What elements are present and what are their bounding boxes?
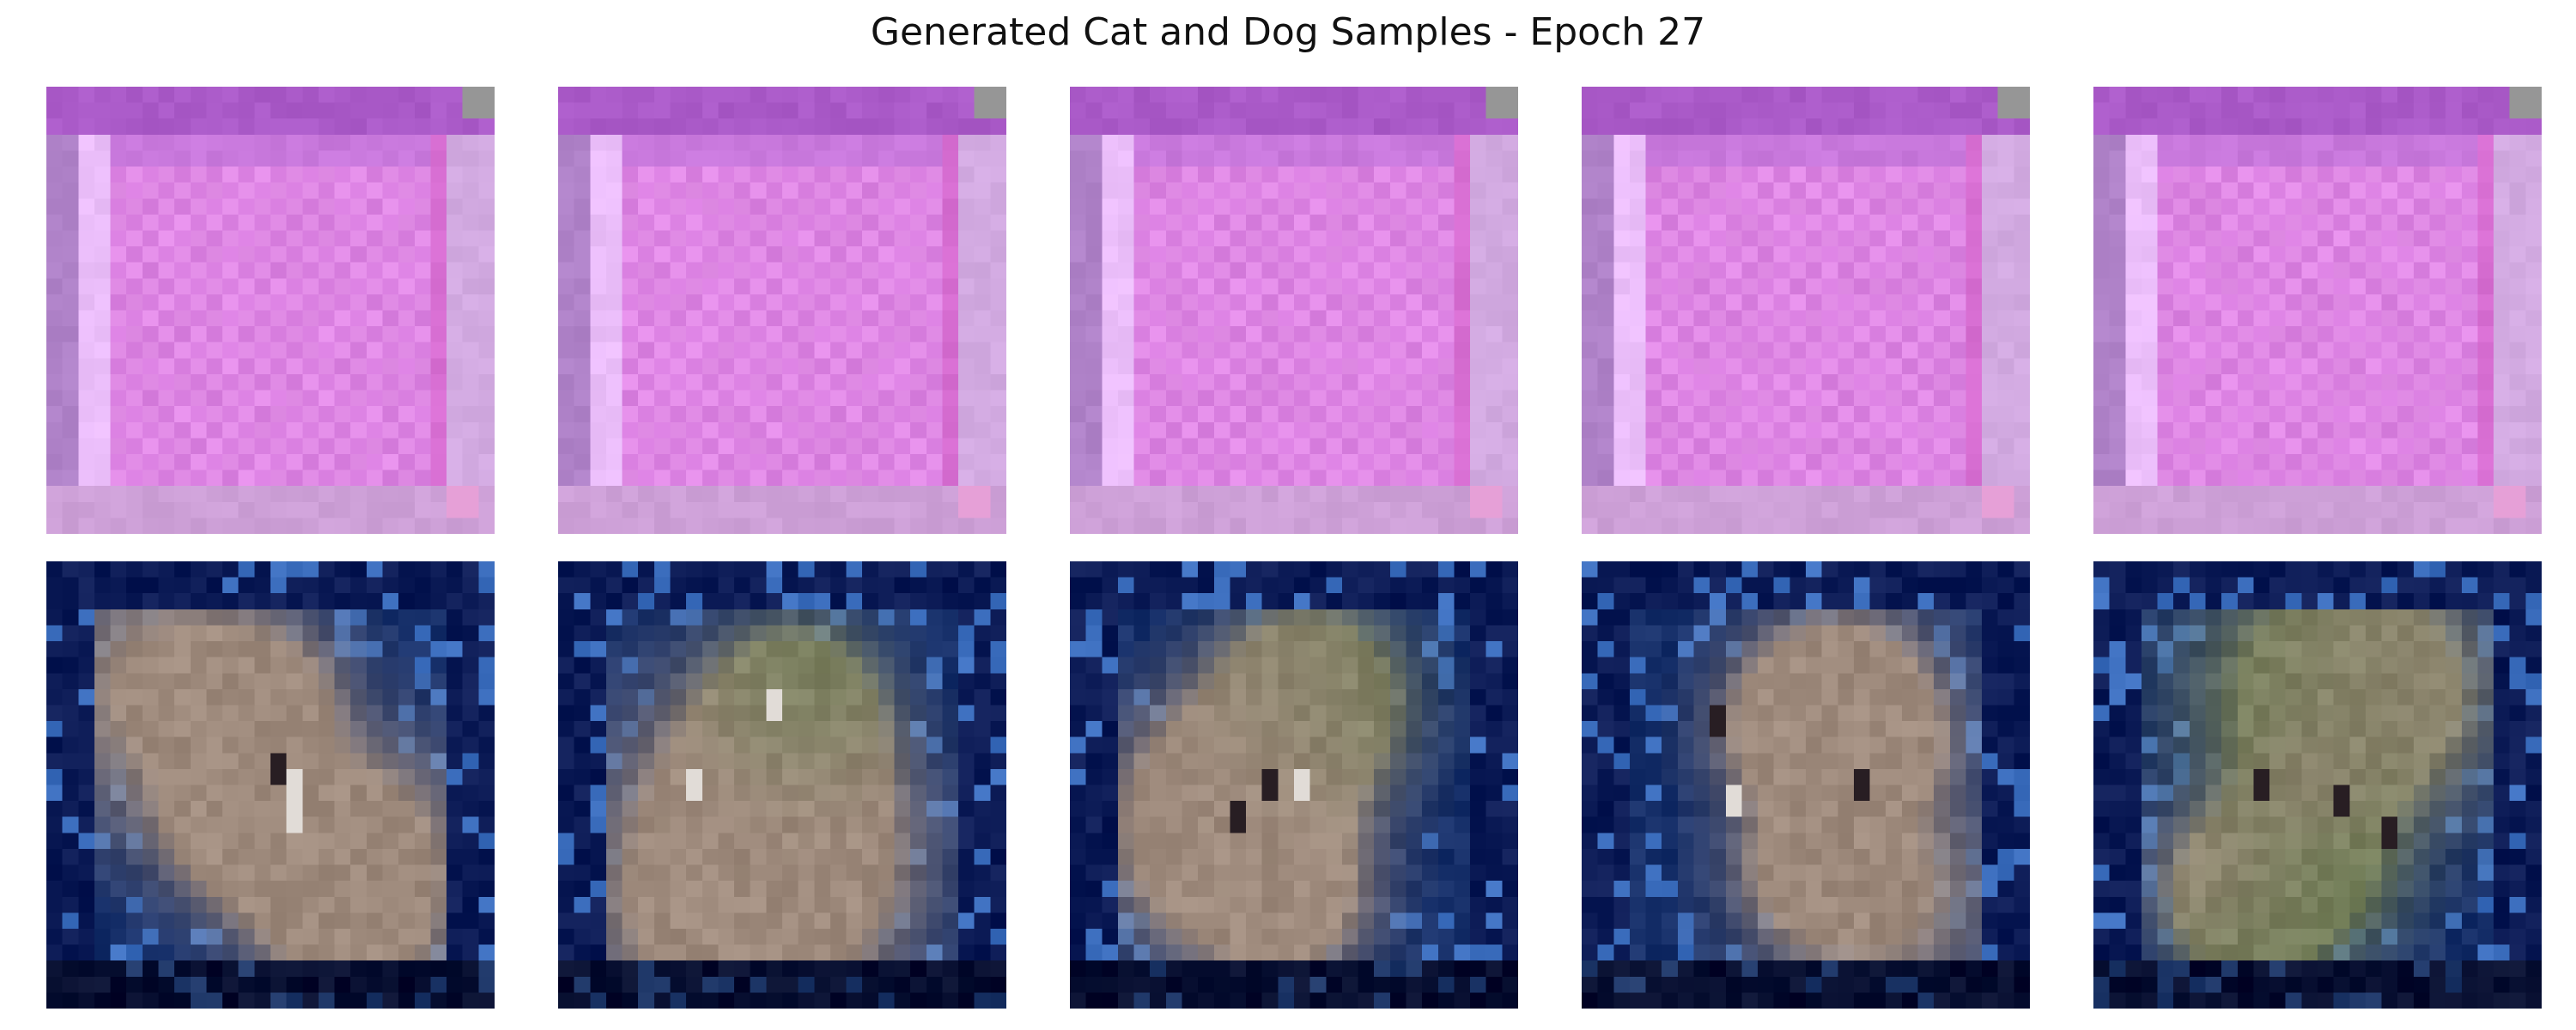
sample-row2-col1 [46, 561, 495, 1009]
sample-row1-col4 [1582, 87, 2030, 534]
figure-title: Generated Cat and Dog Samples - Epoch 27 [870, 10, 1706, 54]
sample-row1-col2 [558, 87, 1006, 534]
sample-row1-col3 [1070, 87, 1518, 534]
sample-row2-col4 [1582, 561, 2030, 1009]
sample-row1-col5 [2093, 87, 2542, 534]
sample-row2-col2 [558, 561, 1006, 1009]
sample-row2-col5 [2093, 561, 2542, 1009]
sample-row2-col3 [1070, 561, 1518, 1009]
sample-row1-col1 [46, 87, 495, 534]
